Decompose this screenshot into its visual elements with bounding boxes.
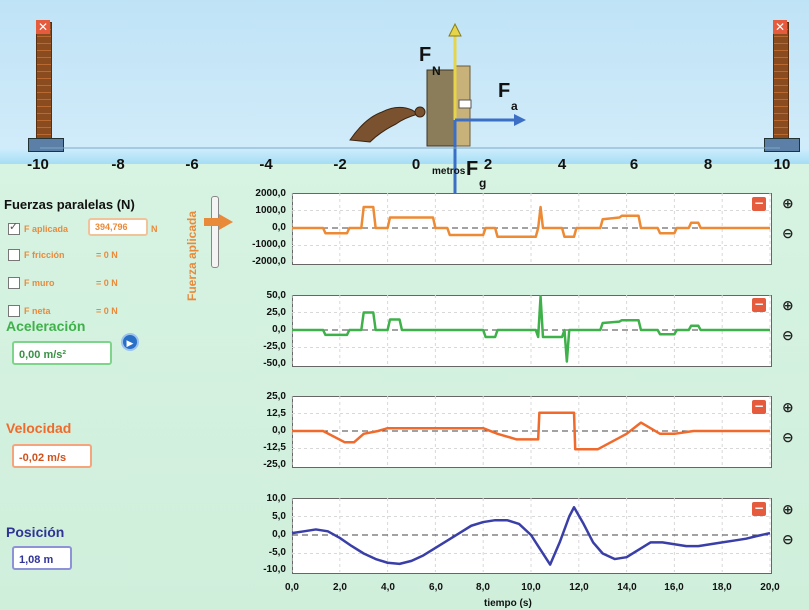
slider-handle-arrow-icon[interactable] xyxy=(219,214,233,230)
wall-force-label: F muro xyxy=(24,278,55,288)
gravity-force-sub: g xyxy=(479,176,487,190)
velocity-value-box: -0,02 m/s xyxy=(12,444,92,468)
plot2-ytick: 0,0 xyxy=(272,324,286,335)
plot1-ytick: -2000,0 xyxy=(252,256,286,267)
xtick: 12,0 xyxy=(569,582,589,593)
series-line-1 xyxy=(292,205,770,238)
net-force-checkbox[interactable] xyxy=(8,305,20,317)
xtick: 16,0 xyxy=(664,582,684,593)
net-force-label: F neta xyxy=(24,306,51,316)
friction-force-value: = 0 N xyxy=(96,250,118,260)
applied-force-checkbox[interactable] xyxy=(8,220,20,235)
axis-label-10: 10 xyxy=(773,156,791,173)
zoom-in-icon[interactable]: ⊕ xyxy=(782,196,794,212)
axis-label-2: 2 xyxy=(483,156,493,173)
remove-plot-button[interactable]: − xyxy=(752,297,766,312)
axis-label-0: 0 xyxy=(411,156,421,173)
plot4-ytick: -5,0 xyxy=(268,547,286,558)
axis-label-neg10: -10 xyxy=(27,156,49,173)
zoom-out-icon[interactable]: ⊖ xyxy=(782,226,794,242)
ground-ice-strip xyxy=(0,148,809,164)
applied-force-plot xyxy=(292,193,772,265)
friction-force-checkbox[interactable] xyxy=(8,249,20,261)
applied-force-label: F aplicada xyxy=(24,224,69,234)
velocity-title: Velocidad xyxy=(6,420,72,436)
plot3-ytick: -25,0 xyxy=(263,459,286,470)
axis-label-8: 8 xyxy=(703,156,713,173)
plot4-ytick: 10,0 xyxy=(266,493,286,504)
applied-force-input[interactable]: 394,796 xyxy=(88,218,148,236)
plot1-ytick: 1000,0 xyxy=(255,205,286,216)
axis-label-neg8: -8 xyxy=(111,156,125,173)
xtick: 6,0 xyxy=(429,582,443,593)
acceleration-value-box: 0,00 m/s² xyxy=(12,341,112,365)
series-line-2 xyxy=(292,295,770,363)
cabinet-object-icon xyxy=(426,69,458,147)
zoom-out-icon[interactable]: ⊖ xyxy=(782,532,794,548)
play-icon[interactable]: ▶ xyxy=(121,333,139,351)
forces-panel-title: Fuerzas paralelas (N) xyxy=(4,197,135,212)
xtick: 8,0 xyxy=(476,582,490,593)
xtick: 4,0 xyxy=(381,582,395,593)
axis-label-4: 4 xyxy=(557,156,567,173)
plot1-ytick: 2000,0 xyxy=(255,188,286,199)
remove-plot-button[interactable]: − xyxy=(752,196,766,211)
normal-force-letter: F xyxy=(419,44,432,66)
slider-handle-tail[interactable] xyxy=(204,218,220,226)
xtick: 2,0 xyxy=(333,582,347,593)
plot4-ytick: 5,0 xyxy=(272,511,286,522)
net-force-value: = 0 N xyxy=(96,306,118,316)
xtick: 10,0 xyxy=(521,582,541,593)
plot2-ytick: -50,0 xyxy=(263,358,286,369)
zoom-in-icon[interactable]: ⊕ xyxy=(782,400,794,416)
acceleration-title: Aceleración xyxy=(6,318,86,334)
series-line-4 xyxy=(291,506,771,566)
applied-force-letter: F xyxy=(498,80,511,102)
axis-label-neg6: -6 xyxy=(185,156,199,173)
wall-force-value: = 0 N xyxy=(96,278,118,288)
remove-plot-button[interactable]: − xyxy=(752,399,766,414)
zoom-in-icon[interactable]: ⊕ xyxy=(782,502,794,518)
axis-label-6: 6 xyxy=(629,156,639,173)
xtick: 14,0 xyxy=(617,582,637,593)
applied-force-unit: N xyxy=(151,224,158,234)
zoom-in-icon[interactable]: ⊕ xyxy=(782,298,794,314)
plot3-ytick: 12,5 xyxy=(266,408,286,419)
right-wall-close-icon[interactable]: ✕ xyxy=(773,20,787,34)
xtick: 18,0 xyxy=(712,582,732,593)
zoom-out-icon[interactable]: ⊖ xyxy=(782,430,794,446)
plot1-ytick: 0,0 xyxy=(272,222,286,233)
plot1-ytick: -1000,0 xyxy=(252,239,286,250)
normal-force-sub: N xyxy=(432,64,441,78)
series-line-3 xyxy=(292,411,770,451)
plot4-ytick: 0,0 xyxy=(272,529,286,540)
plot2-ytick: 25,0 xyxy=(266,307,286,318)
left-wall-close-icon[interactable]: ✕ xyxy=(36,20,50,34)
scene-figures xyxy=(40,22,780,200)
xtick: 0,0 xyxy=(285,582,299,593)
plot3-ytick: 25,0 xyxy=(266,391,286,402)
plot2-ytick: -25,0 xyxy=(263,341,286,352)
remove-plot-button[interactable]: − xyxy=(752,501,766,516)
xtick: 20,0 xyxy=(760,582,780,593)
position-title: Posición xyxy=(6,524,65,540)
friction-force-label: F fricción xyxy=(24,250,65,260)
plot3-ytick: -12,5 xyxy=(263,442,286,453)
applied-force-sub: a xyxy=(511,99,518,113)
axis-label-neg4: -4 xyxy=(259,156,273,173)
applied-force-slider[interactable] xyxy=(211,196,219,268)
plot4-ytick: -10,0 xyxy=(263,564,286,575)
axis-label-neg2: -2 xyxy=(333,156,347,173)
zoom-out-icon[interactable]: ⊖ xyxy=(782,328,794,344)
plot3-ytick: 0,0 xyxy=(272,425,286,436)
position-value-box: 1,08 m xyxy=(12,546,72,570)
x-axis-title: tiempo (s) xyxy=(484,598,532,609)
plot2-ytick: 50,0 xyxy=(266,290,286,301)
wall-force-checkbox[interactable] xyxy=(8,277,20,289)
axis-unit-label: metros xyxy=(432,166,466,177)
gravity-force-letter: F xyxy=(466,158,479,180)
